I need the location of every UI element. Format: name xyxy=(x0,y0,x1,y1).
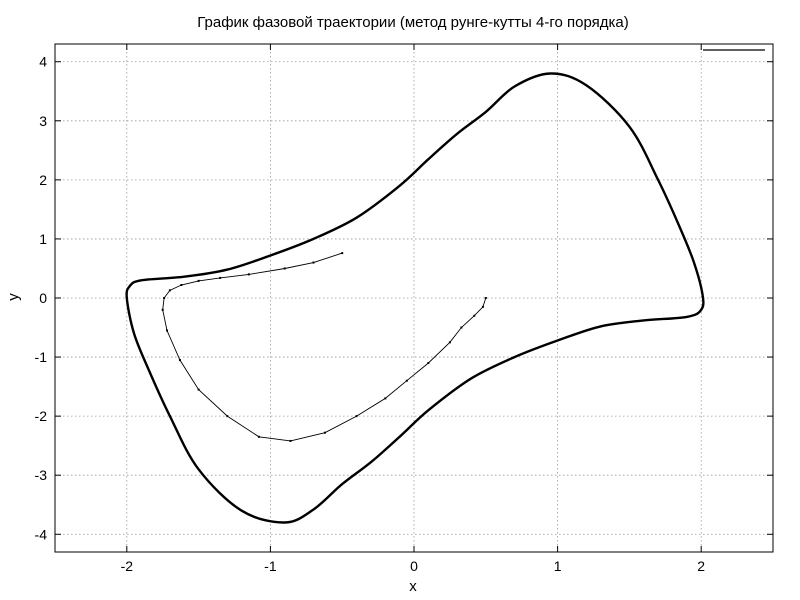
tick-labels: -2 -1 0 1 2 -4 -3 -2 -1 0 1 2 3 4 xyxy=(35,54,706,574)
transient-point xyxy=(473,314,476,317)
tick-marks xyxy=(55,44,773,552)
transient-point xyxy=(197,388,200,391)
transient-point xyxy=(460,326,463,329)
transient-point xyxy=(355,415,358,418)
x-tick-label: -2 xyxy=(121,558,134,574)
transient-point xyxy=(405,379,408,382)
transient-point xyxy=(197,279,200,282)
transient-point xyxy=(323,431,326,434)
y-tick-label: -1 xyxy=(35,349,48,365)
y-axis-label: y xyxy=(5,293,22,301)
series-layer xyxy=(125,72,705,524)
transient-point xyxy=(384,397,387,400)
transient-point xyxy=(448,341,451,344)
transient-point xyxy=(289,439,292,442)
transient-point xyxy=(341,252,344,255)
chart-title: График фазовой траектории (метод рунге-к… xyxy=(197,14,628,31)
y-tick-label: 3 xyxy=(39,113,47,129)
grid-lines xyxy=(55,44,773,552)
transient-point xyxy=(427,361,430,364)
plot-frame xyxy=(54,43,774,553)
transient-point xyxy=(219,276,222,279)
x-tick-label: 0 xyxy=(410,558,418,574)
transient-point xyxy=(161,308,164,311)
x-tick-label: 1 xyxy=(554,558,562,574)
limit-cycle-trajectory xyxy=(125,72,705,524)
x-tick-label: -1 xyxy=(264,558,277,574)
y-tick-label: 0 xyxy=(39,290,47,306)
transient-point xyxy=(283,267,286,270)
transient-point xyxy=(168,289,171,292)
x-axis-label: x xyxy=(409,578,417,595)
transient-trajectory-line xyxy=(162,252,487,442)
transient-point xyxy=(257,435,260,438)
transient-point xyxy=(481,305,484,308)
y-tick-label: -2 xyxy=(35,408,48,424)
transient-point xyxy=(163,297,166,299)
x-tick-label: 2 xyxy=(697,558,705,574)
transient-point xyxy=(180,284,183,287)
transient-point xyxy=(226,415,229,418)
transient-point xyxy=(312,261,315,264)
y-tick-label: 4 xyxy=(39,54,47,70)
transient-point xyxy=(484,297,487,299)
transient-point xyxy=(166,329,169,332)
transient-point xyxy=(178,359,181,362)
y-tick-label: -3 xyxy=(35,467,48,483)
y-tick-label: 1 xyxy=(39,231,47,247)
y-tick-label: -4 xyxy=(35,526,48,542)
transient-point xyxy=(247,273,250,276)
y-tick-label: 2 xyxy=(39,172,47,188)
